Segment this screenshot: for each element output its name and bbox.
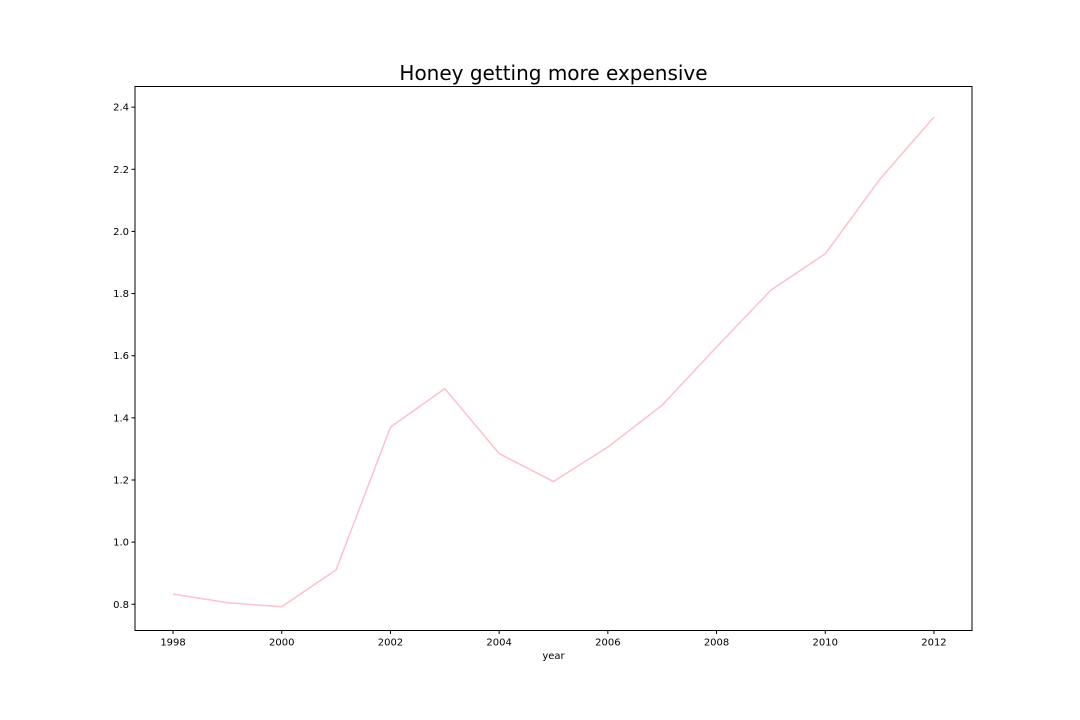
chart-title: Honey getting more expensive bbox=[399, 61, 707, 85]
series-line bbox=[172, 116, 935, 608]
x-axis: 1998 2000 2002 2004 2006 2008 2010 2012 bbox=[160, 630, 947, 649]
x-tick-label: 2008 bbox=[704, 638, 729, 649]
y-tick-label: 1.8 bbox=[113, 289, 129, 300]
y-axis: 0.8 1.0 1.2 1.4 1.6 1.8 2.0 2.2 2.4 bbox=[113, 103, 135, 611]
y-tick-label: 2.2 bbox=[113, 165, 129, 176]
x-tick-label: 2006 bbox=[595, 638, 620, 649]
plot-area-frame bbox=[134, 86, 973, 631]
y-tick-label: 1.0 bbox=[113, 538, 129, 549]
y-tick-label: 1.2 bbox=[113, 475, 129, 486]
y-tick-label: 1.6 bbox=[113, 351, 129, 362]
y-tick-label: 1.4 bbox=[113, 413, 129, 424]
x-axis-label: year bbox=[542, 651, 565, 662]
x-tick-label: 2000 bbox=[269, 638, 294, 649]
y-tick-label: 2.4 bbox=[113, 103, 129, 114]
y-tick-label: 0.8 bbox=[113, 600, 129, 611]
x-tick-label: 2002 bbox=[378, 638, 403, 649]
x-tick-label: 2004 bbox=[486, 638, 511, 649]
series-layer bbox=[172, 116, 935, 608]
x-tick-label: 2012 bbox=[921, 638, 946, 649]
x-tick-label: 2010 bbox=[813, 638, 838, 649]
x-tick-label: 1998 bbox=[160, 638, 185, 649]
y-tick-label: 2.0 bbox=[113, 227, 129, 238]
